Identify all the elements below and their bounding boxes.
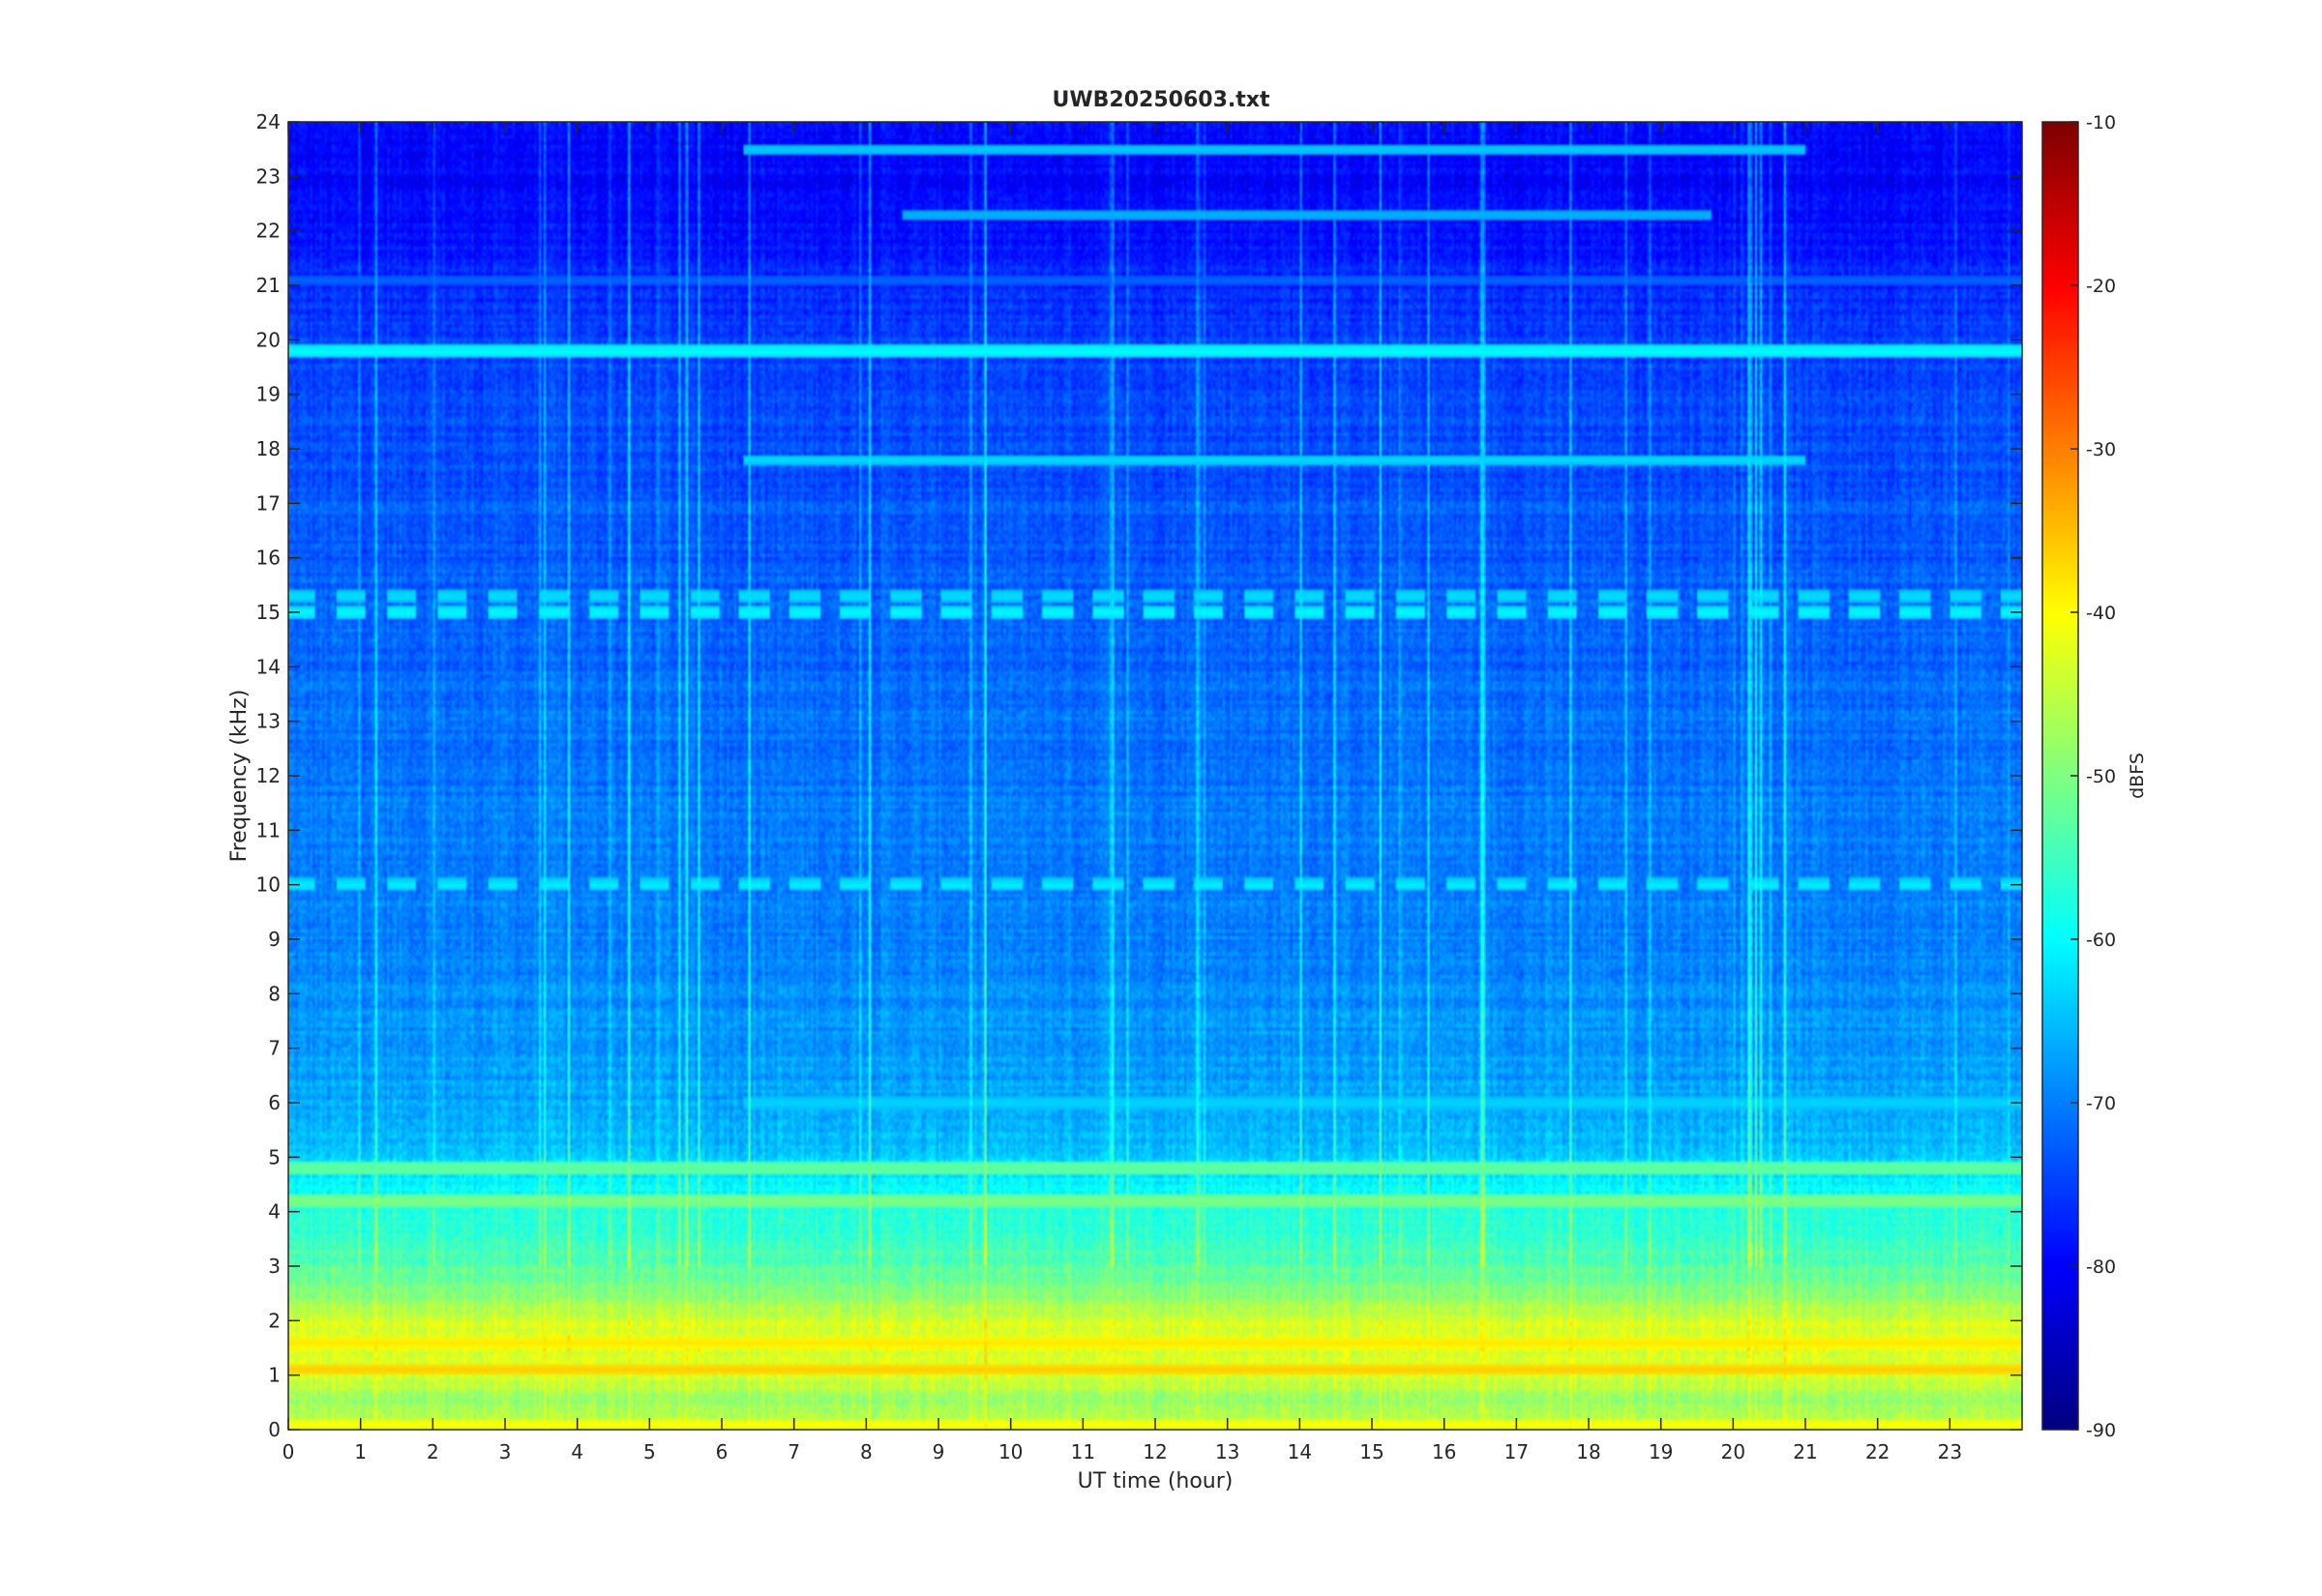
y-tick-label: 14 bbox=[256, 655, 281, 678]
x-tick-label: 4 bbox=[571, 1440, 583, 1463]
y-tick-label: 20 bbox=[256, 328, 281, 351]
x-tick-label: 17 bbox=[1504, 1440, 1529, 1463]
y-tick-label: 16 bbox=[256, 547, 281, 570]
colorbar-tick-label: -20 bbox=[2086, 276, 2116, 297]
y-tick-label: 7 bbox=[268, 1037, 281, 1060]
x-tick-label: 10 bbox=[998, 1440, 1023, 1463]
y-tick-label: 6 bbox=[268, 1091, 281, 1114]
colorbar-tick-label: -80 bbox=[2086, 1256, 2116, 1278]
spectrogram-heatmap bbox=[288, 122, 2022, 1430]
colorbar-tick-label: -40 bbox=[2086, 603, 2116, 624]
y-tick-label: 0 bbox=[268, 1418, 281, 1441]
y-tick-label: 13 bbox=[256, 710, 281, 733]
colorbar-tick-label: -60 bbox=[2086, 930, 2116, 951]
y-tick-label: 2 bbox=[268, 1309, 281, 1332]
x-tick-label: 5 bbox=[643, 1440, 656, 1463]
y-tick-label: 22 bbox=[256, 220, 281, 243]
x-tick-label: 8 bbox=[860, 1440, 873, 1463]
y-tick-label: 15 bbox=[256, 601, 281, 624]
x-tick-label: 18 bbox=[1576, 1440, 1600, 1463]
colorbar-tick-label: -90 bbox=[2086, 1420, 2116, 1441]
chart-title: UWB20250603.txt bbox=[1053, 88, 1270, 112]
y-tick-label: 11 bbox=[256, 818, 281, 842]
y-tick-label: 10 bbox=[256, 873, 281, 897]
colorbar-tick-label: -30 bbox=[2086, 439, 2116, 460]
x-tick-label: 21 bbox=[1793, 1440, 1817, 1463]
y-tick-label: 5 bbox=[268, 1145, 281, 1168]
x-axis: 0 1 2 3 4 5 6 7 8 9 10 11 12 13 14 15 16 17 18 19 20 21 22 23 bbox=[283, 122, 1962, 1463]
y-tick-label: 23 bbox=[256, 164, 281, 188]
x-tick-label: 1 bbox=[354, 1440, 367, 1463]
x-tick-label: 3 bbox=[499, 1440, 512, 1463]
y-tick-label: 1 bbox=[268, 1364, 281, 1387]
x-tick-label: 20 bbox=[1721, 1440, 1745, 1463]
x-tick-label: 12 bbox=[1143, 1440, 1167, 1463]
y-tick-label: 8 bbox=[268, 982, 281, 1005]
x-tick-label: 14 bbox=[1288, 1440, 1312, 1463]
y-tick-label: 24 bbox=[256, 110, 281, 133]
x-axis-label: UT time (hour) bbox=[1078, 1469, 1234, 1493]
colorbar-label: dBFS bbox=[2127, 753, 2148, 799]
y-tick-label: 17 bbox=[256, 491, 281, 515]
x-tick-label: 11 bbox=[1071, 1440, 1095, 1463]
x-tick-label: 22 bbox=[1865, 1440, 1890, 1463]
y-tick-label: 18 bbox=[256, 437, 281, 460]
colorbar-tick-label: -50 bbox=[2086, 766, 2116, 787]
y-tick-label: 21 bbox=[256, 274, 281, 297]
x-tick-label: 15 bbox=[1359, 1440, 1384, 1463]
plot-area bbox=[287, 121, 2023, 1431]
y-tick-label: 4 bbox=[268, 1200, 281, 1224]
colorbar: -90 -80 -70 -60 -50 -40 -30 -20 -10 dBFS bbox=[2041, 112, 2148, 1441]
x-tick-label: 13 bbox=[1215, 1440, 1239, 1463]
x-tick-label: 2 bbox=[427, 1440, 439, 1463]
y-tick-label: 9 bbox=[268, 928, 281, 951]
x-tick-label: 0 bbox=[283, 1440, 295, 1463]
y-tick-label: 19 bbox=[256, 383, 281, 406]
x-tick-label: 9 bbox=[933, 1440, 945, 1463]
x-tick-label: 19 bbox=[1649, 1440, 1673, 1463]
y-axis-label: Frequency (kHz) bbox=[227, 690, 252, 863]
y-tick-label: 3 bbox=[268, 1255, 281, 1278]
x-tick-label: 23 bbox=[1938, 1440, 1962, 1463]
x-tick-label: 7 bbox=[788, 1440, 800, 1463]
y-tick-label: 12 bbox=[256, 764, 281, 787]
x-tick-label: 16 bbox=[1432, 1440, 1456, 1463]
colorbar-tick-label: -70 bbox=[2086, 1093, 2116, 1114]
colorbar-tick-label: -10 bbox=[2086, 112, 2116, 133]
colorbar-ticks: -90 -80 -70 -60 -50 -40 -30 -20 -10 bbox=[2070, 112, 2116, 1441]
x-tick-label: 6 bbox=[716, 1440, 729, 1463]
